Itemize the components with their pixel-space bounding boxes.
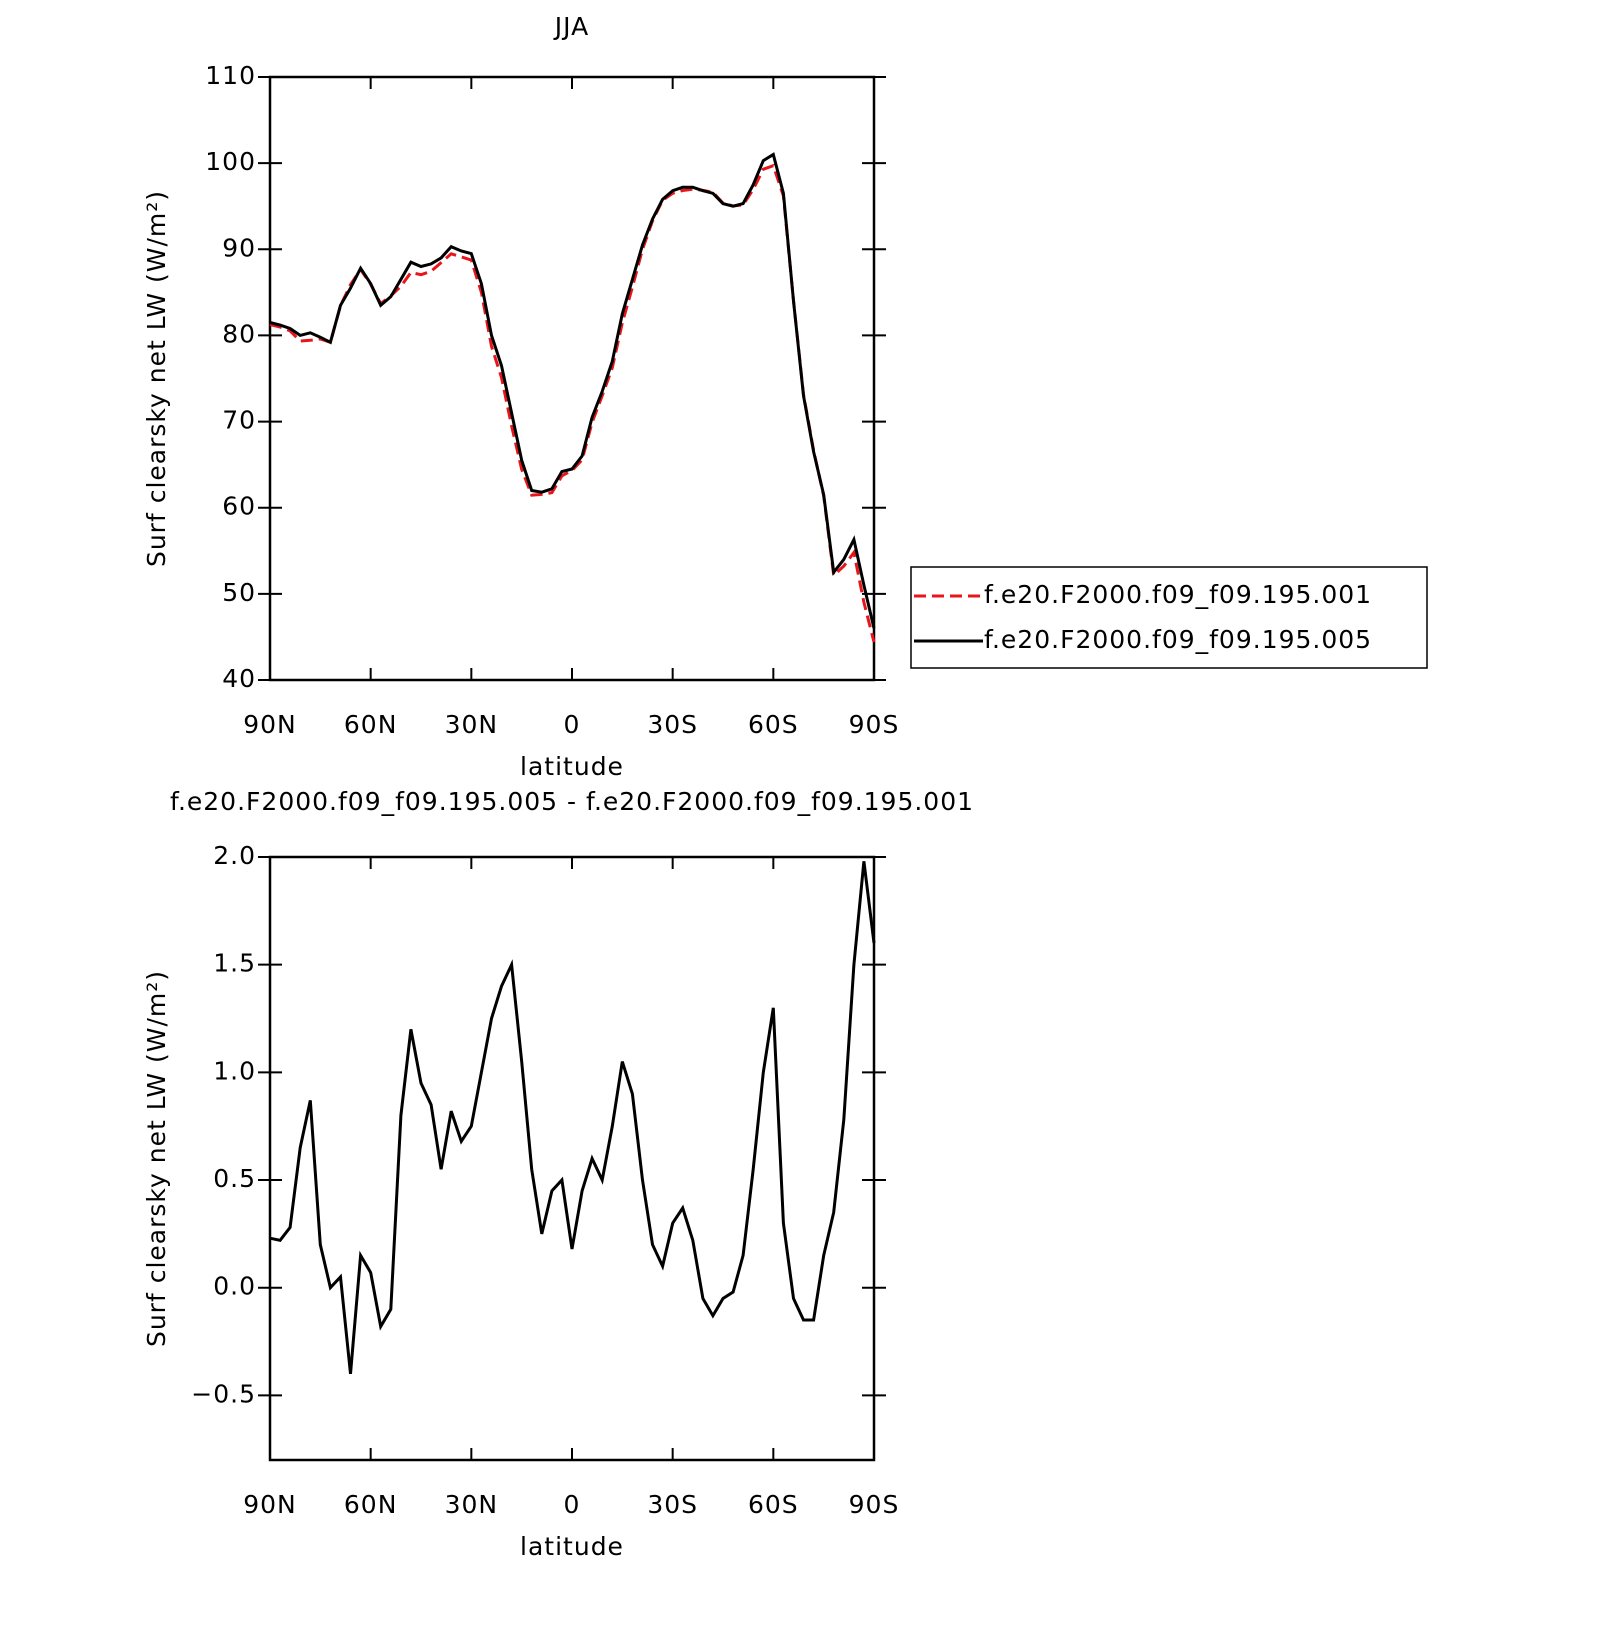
legend-label: f.e20.F2000.f09_f09.195.005 — [984, 625, 1372, 654]
y-tick-label: 1.5 — [213, 949, 256, 978]
y-tick-label: −0.5 — [191, 1379, 256, 1408]
legend-label: f.e20.F2000.f09_f09.195.001 — [984, 580, 1372, 609]
y-tick-label: 0.5 — [213, 1164, 256, 1193]
y-tick-label: 50 — [222, 578, 256, 607]
x-tick-label: 60S — [748, 710, 799, 739]
x-tick-label: 90S — [849, 1490, 900, 1519]
x-axis-label: latitude — [520, 752, 624, 781]
x-tick-label: 60S — [748, 1490, 799, 1519]
x-tick-label: 90S — [849, 710, 900, 739]
y-tick-label: 90 — [222, 233, 256, 262]
data-line — [269, 152, 876, 629]
x-tick-label: 30N — [445, 710, 499, 739]
y-tick-label: 100 — [205, 147, 256, 176]
y-tick-label: 2.0 — [213, 841, 256, 870]
x-axis-label: latitude — [520, 1532, 624, 1561]
plot-frame — [268, 855, 876, 1462]
x-tick-label: 0 — [564, 1490, 581, 1519]
x-tick-label: 90N — [243, 1490, 297, 1519]
y-axis-label: Surf clearsky net LW (W/m²) — [142, 970, 171, 1347]
x-tick-label: 60N — [344, 710, 398, 739]
y-axis-label: Surf clearsky net LW (W/m²) — [142, 190, 171, 567]
y-tick-label: 80 — [222, 319, 256, 348]
x-tick-label: 0 — [564, 710, 581, 739]
legend-box — [910, 566, 1428, 669]
y-tick-label: 40 — [222, 664, 256, 693]
data-line — [269, 163, 876, 643]
chart-title: JJA — [553, 12, 589, 41]
x-tick-label: 60N — [344, 1490, 398, 1519]
x-tick-label: 30S — [647, 710, 698, 739]
y-tick-label: 110 — [205, 61, 256, 90]
x-tick-label: 30N — [445, 1490, 499, 1519]
x-tick-label: 30S — [647, 1490, 698, 1519]
plot-frame — [268, 75, 876, 682]
chart-title: f.e20.F2000.f09_f09.195.005 - f.e20.F200… — [170, 787, 974, 816]
y-tick-label: 0.0 — [213, 1272, 256, 1301]
x-tick-label: 90N — [243, 710, 297, 739]
y-tick-label: 70 — [222, 406, 256, 435]
y-tick-label: 1.0 — [213, 1056, 256, 1085]
data-line — [269, 861, 876, 1375]
y-tick-label: 60 — [222, 492, 256, 521]
